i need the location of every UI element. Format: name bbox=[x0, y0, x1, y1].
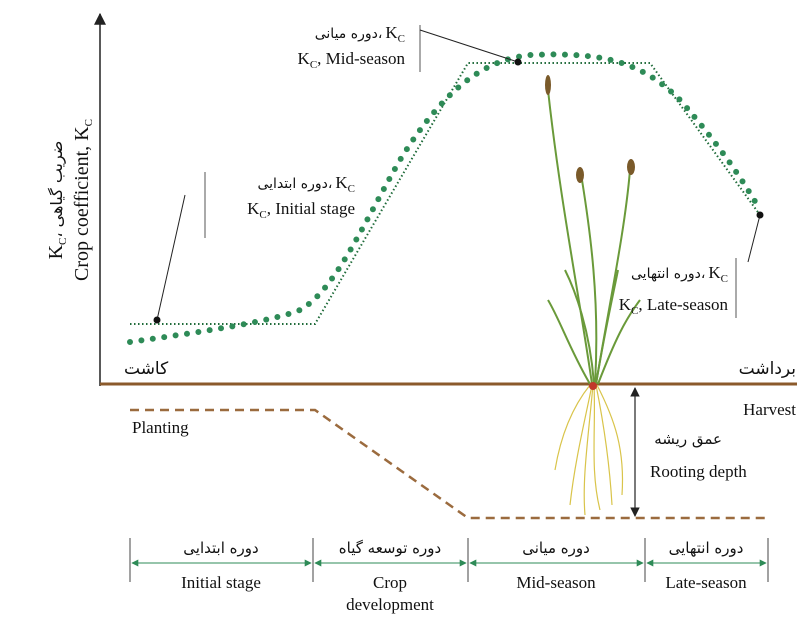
harvest-fa: برداشت bbox=[739, 359, 796, 379]
annotation-fa: دوره میانی، KC bbox=[315, 23, 405, 45]
point bbox=[153, 316, 161, 324]
annotation-en: KC, Mid-season bbox=[298, 49, 406, 71]
leader-line bbox=[156, 194, 186, 321]
axis-label-text: ، ضریب گیاهی bbox=[47, 141, 67, 238]
stage-fa: دوره انتهایی bbox=[669, 539, 744, 557]
subscript: C bbox=[310, 59, 317, 71]
leader-line bbox=[747, 214, 761, 263]
annotation-en-text: , Mid-season bbox=[317, 49, 405, 68]
stage-en: Initial stage bbox=[181, 573, 261, 592]
rooting-en: Rooting depth bbox=[650, 462, 747, 481]
annotation-fa-text: دوره میانی، bbox=[315, 26, 383, 42]
axis-label-text: Crop coefficient, K bbox=[71, 126, 93, 281]
harvest-en: Harvest bbox=[743, 400, 796, 419]
subscript: C bbox=[348, 183, 355, 195]
annotation-fa: دوره انتهایی، KC bbox=[631, 263, 728, 285]
stage-fa: دوره ابتدایی bbox=[183, 539, 258, 557]
annotation-symbol: K bbox=[708, 263, 721, 282]
annotation-symbol: K bbox=[298, 49, 311, 68]
subscript: C bbox=[83, 119, 95, 126]
subscript: C bbox=[259, 209, 266, 221]
stage-en: Late-season bbox=[665, 573, 747, 592]
plant bbox=[545, 75, 641, 516]
annotation-en: KC, Initial stage bbox=[247, 199, 355, 221]
subscript: C bbox=[721, 273, 728, 285]
stage-fa: دوره توسعه گیاه bbox=[339, 539, 441, 557]
annotation-fa-text: دوره ابتدایی، bbox=[257, 176, 332, 192]
annotation-en-text: , Late-season bbox=[638, 295, 728, 314]
annotation-symbol: K bbox=[247, 199, 260, 218]
annotation-symbol: K bbox=[619, 295, 632, 314]
stage-ruler bbox=[129, 538, 769, 582]
annotation-en-text: , Initial stage bbox=[267, 199, 355, 218]
annotation-fa: دوره ابتدایی، KC bbox=[257, 173, 355, 195]
point bbox=[756, 211, 764, 219]
leader-line bbox=[419, 29, 519, 63]
annotation-symbol: K bbox=[335, 173, 348, 192]
subscript: C bbox=[631, 305, 638, 317]
point bbox=[514, 58, 522, 66]
planting-en: Planting bbox=[132, 418, 189, 437]
annotation-fa-text: دوره انتهایی، bbox=[631, 266, 705, 282]
annotation-en: KC, Late-season bbox=[619, 295, 729, 317]
subscript: C bbox=[398, 33, 405, 45]
stage-en: development bbox=[346, 595, 434, 614]
axis-label: KC، ضریب گیاهی bbox=[45, 141, 69, 260]
axis-label: Crop coefficient, KC bbox=[71, 119, 95, 281]
kc-line bbox=[130, 62, 761, 325]
axis-symbol: K bbox=[45, 244, 67, 259]
subscript: C bbox=[57, 238, 69, 245]
rooting-fa: عمق ریشه bbox=[654, 430, 722, 448]
planting-fa: کاشت bbox=[124, 359, 169, 379]
root-depth-line bbox=[130, 408, 770, 520]
annotation-symbol: K bbox=[385, 23, 398, 42]
stage-fa: دوره میانی bbox=[522, 539, 590, 557]
stage-en: Crop bbox=[373, 573, 407, 592]
stage-en: Mid-season bbox=[516, 573, 596, 592]
